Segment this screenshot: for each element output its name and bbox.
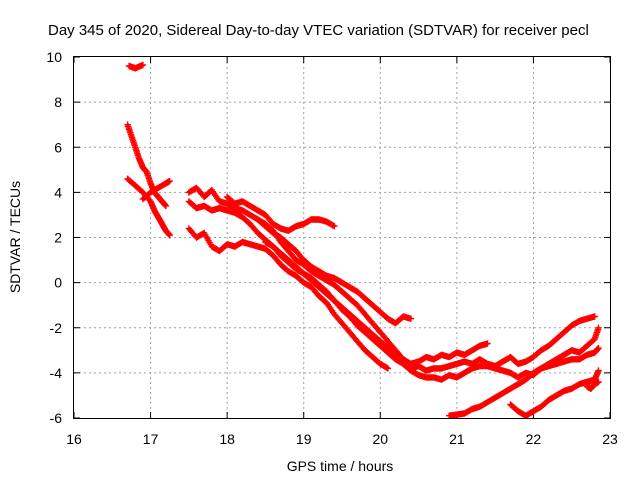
y-axis-label: SDTVAR / TECUs — [7, 181, 23, 293]
data-point — [407, 315, 415, 322]
data-series — [124, 61, 602, 419]
y-tick-label: 10 — [46, 49, 62, 65]
y-tick-label: 8 — [54, 94, 62, 110]
data-point — [595, 344, 602, 352]
series-track-13 — [583, 378, 602, 392]
data-point — [162, 202, 170, 210]
x-tick-label: 16 — [66, 431, 82, 447]
y-tick-labels: -6 -4 -2 0 2 4 6 8 10 — [46, 49, 62, 426]
series-track-10 — [262, 238, 602, 383]
y-tick-label: -4 — [50, 365, 63, 381]
x-tick-label: 23 — [602, 431, 618, 447]
data-point — [384, 365, 392, 372]
y-tick-label: 4 — [54, 184, 62, 200]
data-point — [484, 340, 491, 347]
series-track-1 — [125, 61, 147, 72]
data-point — [595, 324, 602, 331]
series-track-11 — [446, 344, 602, 419]
x-tick-label: 19 — [296, 431, 312, 447]
x-tick-label: 22 — [526, 431, 542, 447]
y-tick-label: 6 — [54, 139, 62, 155]
grid — [74, 57, 610, 418]
y-tick-label: -2 — [50, 320, 63, 336]
series-track-9 — [254, 216, 415, 327]
data-point — [166, 232, 173, 239]
series-track-12 — [507, 367, 602, 419]
data-point — [139, 61, 147, 69]
x-tick-label: 18 — [219, 431, 235, 447]
y-tick-label: -6 — [50, 410, 63, 426]
x-tick-label: 20 — [372, 431, 388, 447]
x-axis-label: GPS time / hours — [287, 458, 394, 474]
data-point — [591, 313, 598, 320]
y-tick-label: 2 — [54, 230, 62, 246]
data-point — [166, 177, 173, 185]
y-tick-label: 0 — [54, 275, 62, 291]
x-tick-label: 21 — [449, 431, 465, 447]
data-point — [595, 367, 602, 374]
x-tick-label: 17 — [143, 431, 159, 447]
data-point — [331, 223, 338, 230]
series-track-2 — [124, 121, 170, 210]
plot-frame — [73, 56, 611, 419]
chart-title: Day 345 of 2020, Sidereal Day-to-day VTE… — [48, 22, 589, 39]
series-track-8 — [223, 193, 338, 234]
series-track-6 — [185, 225, 392, 372]
series-track-4 — [139, 177, 173, 203]
x-tick-labels: 16 17 18 19 20 21 22 23 — [66, 431, 618, 447]
data-point — [595, 378, 602, 386]
